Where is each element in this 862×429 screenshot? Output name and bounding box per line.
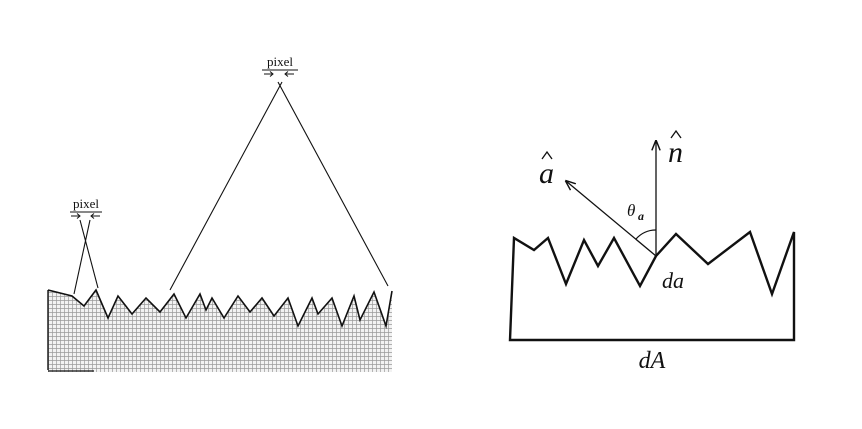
left-figure: pixel pixel bbox=[47, 54, 393, 372]
rough-surface-profile-left bbox=[47, 288, 393, 330]
a-hat-icon bbox=[541, 150, 553, 160]
angle-theta-label: θ a bbox=[627, 201, 644, 223]
right-figure: n a θ a da dA bbox=[508, 129, 796, 374]
large-pixel-label: pixel bbox=[267, 54, 293, 69]
theta-symbol: θ bbox=[627, 201, 635, 220]
facet-label-da: da bbox=[662, 268, 684, 293]
theta-subscript: a bbox=[638, 209, 644, 223]
vector-n-label: n bbox=[668, 129, 683, 169]
small-pixel-arrow-left-icon bbox=[90, 213, 100, 219]
area-label-dA: dA bbox=[639, 348, 666, 374]
small-pixel-cone: pixel bbox=[70, 196, 102, 295]
angle-theta-arc bbox=[635, 229, 657, 240]
n-hat-icon bbox=[670, 129, 682, 139]
vector-a-symbol: a bbox=[539, 157, 554, 190]
small-pixel-arrow-right-icon bbox=[71, 213, 81, 219]
large-pixel-arrow-right-icon bbox=[264, 71, 274, 77]
rough-surface-outline-right bbox=[508, 230, 796, 342]
large-pixel-arrow-left-icon bbox=[284, 71, 294, 77]
vector-a-label: a bbox=[539, 150, 554, 190]
rough-material-hatch bbox=[48, 290, 392, 372]
large-pixel-cone: pixel bbox=[169, 54, 389, 291]
direction-vector-a bbox=[566, 181, 657, 257]
small-pixel-label: pixel bbox=[73, 196, 99, 211]
vector-n-symbol: n bbox=[668, 136, 683, 169]
